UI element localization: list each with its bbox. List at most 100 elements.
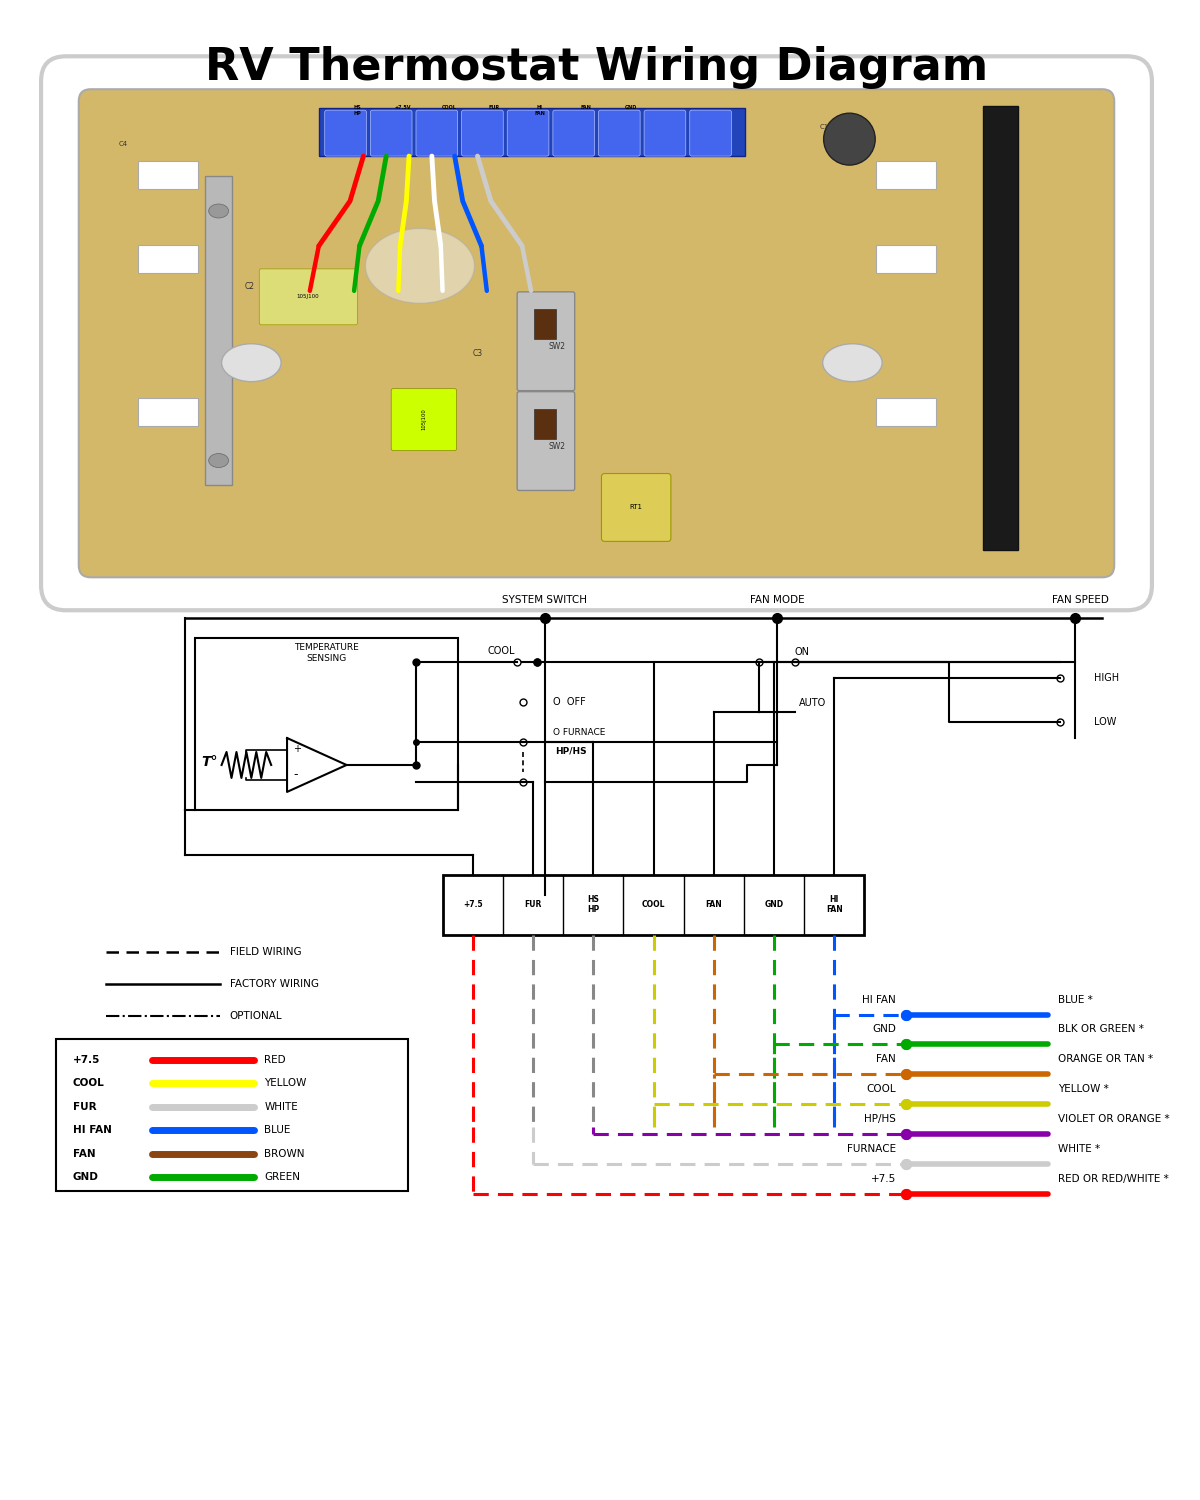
FancyBboxPatch shape <box>259 268 358 326</box>
Ellipse shape <box>222 344 281 381</box>
Text: O  OFF: O OFF <box>553 698 586 706</box>
Text: TEMPERATURE
SENSING: TEMPERATURE SENSING <box>294 644 359 663</box>
Text: YELLOW *: YELLOW * <box>1057 1084 1109 1095</box>
Text: RV Thermostat Wiring Diagram: RV Thermostat Wiring Diagram <box>205 46 988 90</box>
Text: +7.5: +7.5 <box>871 1174 896 1184</box>
Bar <box>443 874 864 934</box>
FancyBboxPatch shape <box>41 57 1152 610</box>
Text: +7.5: +7.5 <box>73 1054 100 1065</box>
Text: GND: GND <box>764 900 784 909</box>
Text: HI FAN: HI FAN <box>73 1125 112 1136</box>
Text: C2: C2 <box>245 282 254 291</box>
Text: +: + <box>293 744 301 754</box>
Text: GND: GND <box>872 1024 896 1035</box>
FancyBboxPatch shape <box>508 110 548 156</box>
Bar <box>56 1040 408 1191</box>
Bar <box>876 160 936 189</box>
Text: +7.5: +7.5 <box>463 900 482 909</box>
Text: GREEN: GREEN <box>264 1172 300 1182</box>
Text: HIGH: HIGH <box>1094 674 1120 682</box>
FancyBboxPatch shape <box>371 110 412 156</box>
Text: RT1: RT1 <box>630 504 643 510</box>
Text: HI
FAN: HI FAN <box>534 105 546 116</box>
Text: COOL: COOL <box>642 900 665 909</box>
Text: SW2: SW2 <box>548 441 566 450</box>
Text: -: - <box>293 768 298 782</box>
Bar <box>876 398 936 426</box>
Ellipse shape <box>823 344 882 381</box>
Text: SW2: SW2 <box>548 342 566 351</box>
Text: BROWN: BROWN <box>264 1149 305 1160</box>
Text: BLUE: BLUE <box>264 1125 290 1136</box>
Bar <box>138 244 198 273</box>
Text: C1: C1 <box>820 124 829 130</box>
Bar <box>983 106 1018 550</box>
Text: HS
HP: HS HP <box>587 896 600 915</box>
Bar <box>319 108 745 156</box>
Text: T°: T° <box>202 754 218 770</box>
FancyBboxPatch shape <box>416 110 457 156</box>
Ellipse shape <box>823 112 875 165</box>
Text: AUTO: AUTO <box>799 698 826 708</box>
Text: +7.5V: +7.5V <box>395 105 412 110</box>
Ellipse shape <box>209 204 228 218</box>
Text: C3: C3 <box>473 348 482 357</box>
Text: OPTIONAL: OPTIONAL <box>229 1011 282 1020</box>
FancyBboxPatch shape <box>462 110 503 156</box>
FancyBboxPatch shape <box>325 110 366 156</box>
Bar <box>205 176 233 486</box>
FancyBboxPatch shape <box>553 110 594 156</box>
Text: WHITE *: WHITE * <box>1057 1144 1100 1155</box>
Text: BLK OR GREEN *: BLK OR GREEN * <box>1057 1024 1144 1035</box>
Text: FUR: FUR <box>488 105 500 110</box>
Text: GND: GND <box>625 105 637 110</box>
Text: FACTORY WIRING: FACTORY WIRING <box>229 978 318 988</box>
FancyBboxPatch shape <box>690 110 731 156</box>
Text: HP/HS: HP/HS <box>864 1114 896 1125</box>
Text: FAN: FAN <box>876 1054 896 1065</box>
Bar <box>534 309 556 339</box>
Text: RED OR RED/WHITE *: RED OR RED/WHITE * <box>1057 1174 1169 1184</box>
Text: HP/HS: HP/HS <box>554 746 587 754</box>
Text: LOW: LOW <box>1094 717 1117 728</box>
Bar <box>876 244 936 273</box>
Text: COOL: COOL <box>73 1078 104 1089</box>
Text: FURNACE: FURNACE <box>847 1144 896 1155</box>
FancyBboxPatch shape <box>391 388 457 450</box>
FancyBboxPatch shape <box>79 88 1115 578</box>
Ellipse shape <box>209 453 228 468</box>
Text: FAN SPEED: FAN SPEED <box>1052 596 1109 606</box>
Text: FAN: FAN <box>73 1149 96 1160</box>
Text: C4: C4 <box>119 141 127 147</box>
Text: FIELD WIRING: FIELD WIRING <box>229 946 301 957</box>
Text: SYSTEM SWITCH: SYSTEM SWITCH <box>503 596 588 606</box>
Text: HI FAN: HI FAN <box>863 994 896 1005</box>
Bar <box>534 408 556 438</box>
Text: 105J100: 105J100 <box>296 294 319 300</box>
FancyBboxPatch shape <box>601 474 671 542</box>
Ellipse shape <box>365 228 474 303</box>
Text: HI
FAN: HI FAN <box>826 896 842 915</box>
FancyBboxPatch shape <box>599 110 640 156</box>
Text: COOL: COOL <box>866 1084 896 1095</box>
Text: FAN: FAN <box>706 900 722 909</box>
Text: HS
HP: HS HP <box>354 105 361 116</box>
Text: 105J100: 105J100 <box>421 408 426 430</box>
Text: YELLOW: YELLOW <box>264 1078 307 1089</box>
Text: RED: RED <box>264 1054 286 1065</box>
Bar <box>194 638 457 810</box>
FancyBboxPatch shape <box>517 392 575 490</box>
Text: FAN MODE: FAN MODE <box>750 596 804 606</box>
FancyBboxPatch shape <box>644 110 685 156</box>
Text: ORANGE OR TAN *: ORANGE OR TAN * <box>1057 1054 1153 1065</box>
Text: WHITE: WHITE <box>264 1102 298 1112</box>
Text: FUR: FUR <box>73 1102 96 1112</box>
Text: VIOLET OR ORANGE *: VIOLET OR ORANGE * <box>1057 1114 1169 1125</box>
Bar <box>138 398 198 426</box>
Text: COOL: COOL <box>487 646 515 656</box>
Text: COOL: COOL <box>442 105 456 110</box>
Text: O FURNACE: O FURNACE <box>553 728 605 736</box>
Text: ON: ON <box>794 646 810 657</box>
FancyBboxPatch shape <box>517 292 575 390</box>
Text: FAN: FAN <box>580 105 592 110</box>
